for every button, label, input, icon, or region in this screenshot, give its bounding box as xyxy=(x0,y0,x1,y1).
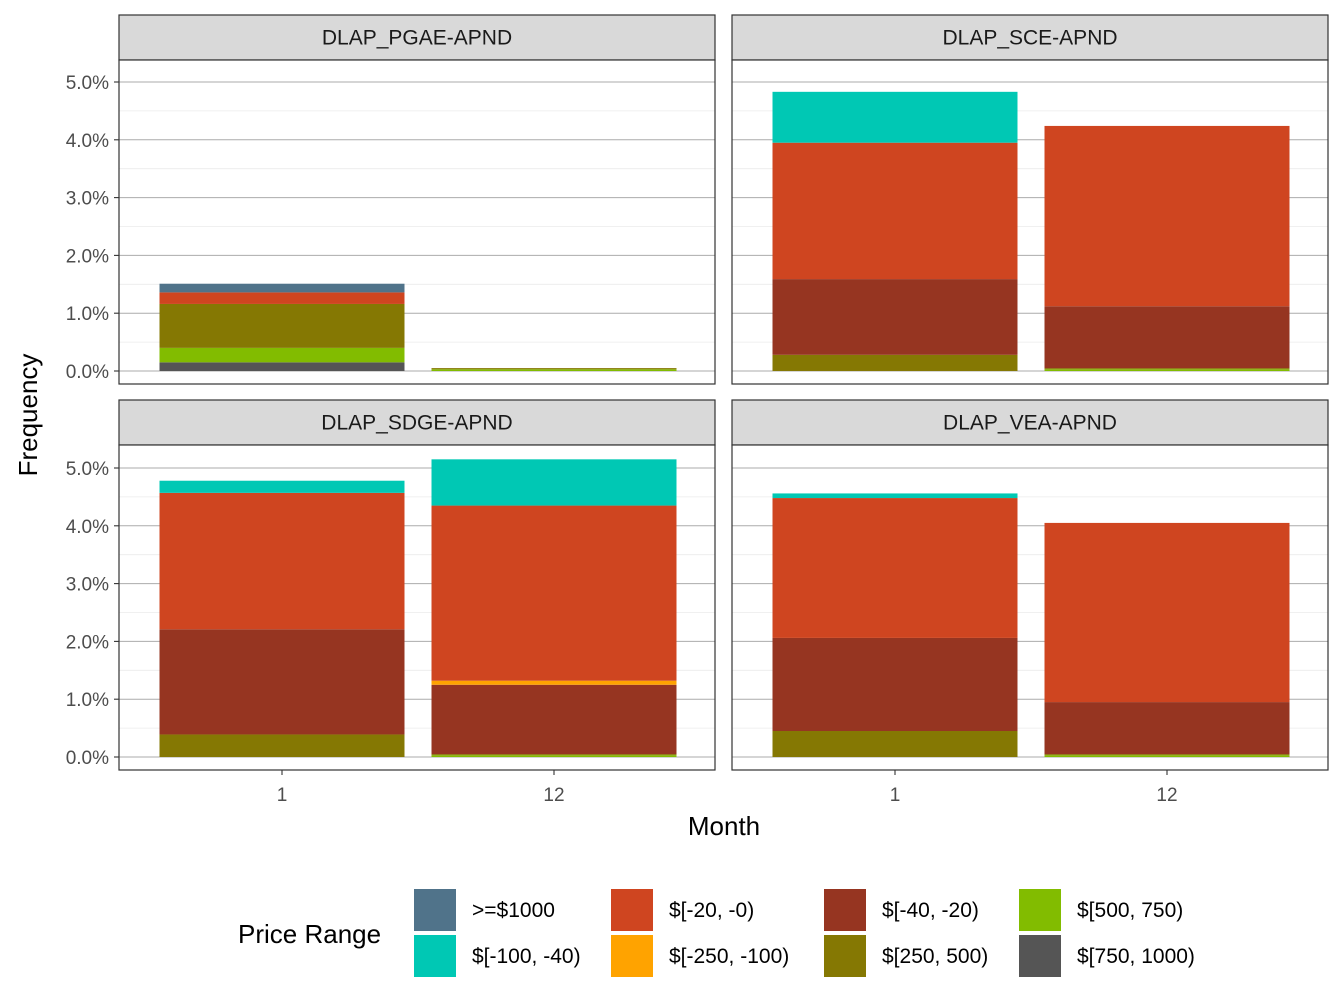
bar-segment xyxy=(1044,125,1290,307)
legend: Price Range >=$1000 $[-100, -40) $[-20, -0… xyxy=(238,889,1195,977)
legend-label: $[-100, -40) xyxy=(472,945,581,968)
bar-segment xyxy=(431,459,677,506)
bar-segment xyxy=(159,283,405,293)
facet-title: DLAP_SDGE-APND xyxy=(321,412,512,435)
panel-border xyxy=(731,59,1329,385)
bar-segment xyxy=(772,493,1018,499)
legend-swatch xyxy=(414,889,456,931)
bar-segment xyxy=(159,492,405,630)
bar-segment xyxy=(772,279,1018,355)
bar-segment xyxy=(1044,755,1290,757)
legend-label: $[750, 1000) xyxy=(1077,945,1195,968)
bar-segment xyxy=(431,684,677,755)
legend-label: $[-40, -20) xyxy=(882,899,979,922)
panel-border xyxy=(731,444,1329,771)
legend-swatch xyxy=(824,889,866,931)
y-tick-label: 1.0% xyxy=(66,690,109,711)
y-tick-label: 5.0% xyxy=(66,459,109,480)
bar-segment xyxy=(772,354,1018,371)
panel-border xyxy=(118,444,716,771)
bar-segment xyxy=(159,480,405,493)
bar-segment xyxy=(1044,754,1290,756)
legend-label: $[500, 750) xyxy=(1077,899,1183,922)
facet-panel: DLAP_VEA-APND xyxy=(731,399,1329,771)
legend-swatch xyxy=(611,935,653,977)
facet-title: DLAP_PGAE-APND xyxy=(322,27,512,50)
bar-segment xyxy=(159,303,405,348)
bar-segment xyxy=(772,730,1018,757)
legend-swatch xyxy=(414,935,456,977)
facet-title: DLAP_VEA-APND xyxy=(943,412,1117,435)
facet-panel: DLAP_SDGE-APND xyxy=(118,399,716,771)
x-tick-label: 1 xyxy=(277,785,288,806)
bar-segment xyxy=(431,368,677,370)
y-tick-label: 4.0% xyxy=(66,131,109,152)
x-tick-label: 12 xyxy=(543,785,564,806)
facet-title: DLAP_SCE-APND xyxy=(942,27,1117,50)
y-tick-label: 2.0% xyxy=(66,632,109,653)
y-tick-label: 3.0% xyxy=(66,575,109,596)
facet-strip xyxy=(118,14,716,61)
bar-segment xyxy=(431,369,677,371)
legend-label: >=$1000 xyxy=(472,899,555,922)
y-tick-label: 4.0% xyxy=(66,517,109,538)
bar-segment xyxy=(159,292,405,304)
bar-segment xyxy=(431,680,677,685)
bar-segment xyxy=(772,637,1018,731)
bar-segment xyxy=(159,629,405,735)
bar-segment xyxy=(1044,369,1290,371)
y-tick-label: 0.0% xyxy=(66,362,109,383)
bar-segment xyxy=(1044,522,1290,703)
legend-swatch xyxy=(1019,935,1061,977)
legend-swatch xyxy=(824,935,866,977)
legend-label: $[250, 500) xyxy=(882,945,988,968)
y-tick-label: 2.0% xyxy=(66,246,109,267)
facet-strip xyxy=(731,399,1329,446)
bar-segment xyxy=(1044,368,1290,370)
y-tick-label: 3.0% xyxy=(66,189,109,210)
legend-label: $[-250, -100) xyxy=(669,945,789,968)
bar-segment xyxy=(1044,306,1290,369)
x-axes: 1 12 1 12 xyxy=(277,770,1178,806)
facet-panels: DLAP_PGAE-APND DLAP_SCE-APND DLAP_SDGE-APN… xyxy=(118,14,1329,771)
bar-segment xyxy=(431,754,677,756)
legend-swatch xyxy=(1019,889,1061,931)
bar-segment xyxy=(159,734,405,757)
bar-segment xyxy=(772,142,1018,280)
bar-segment xyxy=(159,347,405,363)
bar-segment xyxy=(159,362,405,371)
y-tick-label: 0.0% xyxy=(66,748,109,769)
legend-swatch xyxy=(611,889,653,931)
facet-panel: DLAP_PGAE-APND xyxy=(118,14,716,385)
legend-label: $[-20, -0) xyxy=(669,899,754,922)
facet-strip xyxy=(118,399,716,446)
bar-segment xyxy=(431,755,677,757)
x-tick-label: 12 xyxy=(1156,785,1177,806)
panel-border xyxy=(118,59,716,385)
y-axes: 0.0% 1.0% 2.0% 3.0% 4.0% 5.0% 0.0% 1.0% 2.0% 3.0%… xyxy=(66,73,119,769)
bar-segment xyxy=(1044,702,1290,755)
x-axis-title: Month xyxy=(688,811,760,841)
facet-strip xyxy=(731,14,1329,61)
facet-panel: DLAP_SCE-APND xyxy=(731,14,1329,385)
y-tick-label: 1.0% xyxy=(66,304,109,325)
x-tick-label: 1 xyxy=(890,785,901,806)
legend-title: Price Range xyxy=(238,919,381,949)
y-axis-title: Frequency xyxy=(13,354,43,477)
bar-segment xyxy=(431,505,677,681)
bar-segment xyxy=(772,91,1018,143)
y-tick-label: 5.0% xyxy=(66,73,109,94)
bar-segment xyxy=(772,498,1018,638)
